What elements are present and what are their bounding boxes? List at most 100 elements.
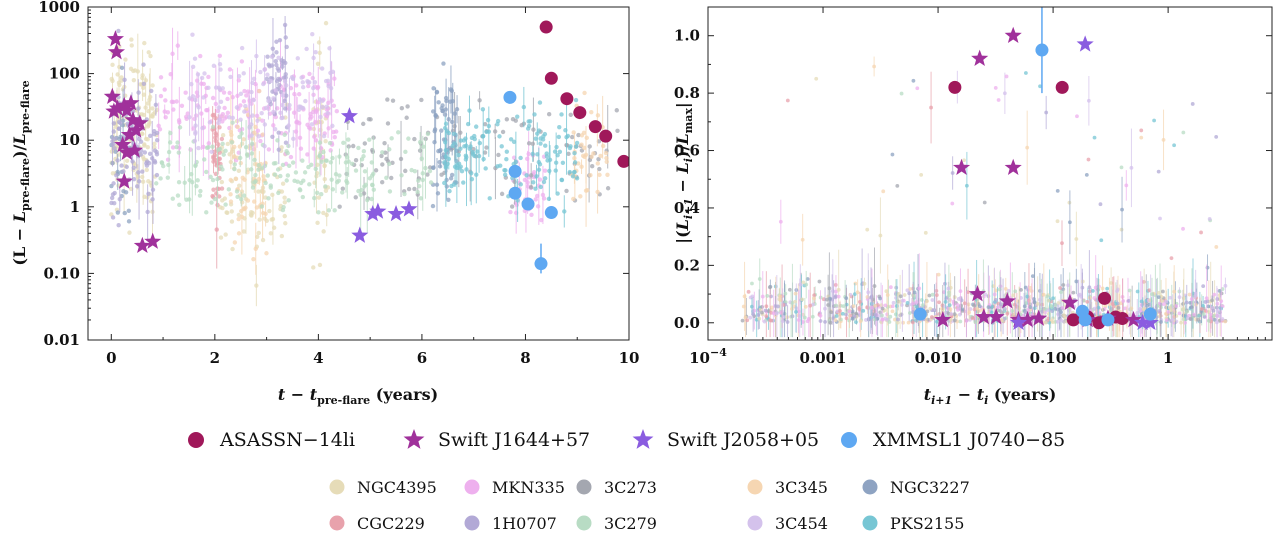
bg-point xyxy=(282,106,288,111)
bg-point xyxy=(150,187,156,192)
bg-point xyxy=(526,141,532,146)
bg-point xyxy=(595,189,600,195)
bg-point xyxy=(250,113,255,118)
series-circle-point xyxy=(1098,291,1112,305)
bg-point xyxy=(758,307,763,312)
bg-point xyxy=(1116,305,1121,310)
bg-point xyxy=(1006,288,1011,293)
bg-point xyxy=(477,98,482,103)
series-star-point xyxy=(987,308,1005,325)
bg-point xyxy=(604,159,609,164)
bg-point xyxy=(925,309,930,314)
bg-point xyxy=(417,139,423,145)
bg-point xyxy=(254,205,260,210)
bg-point xyxy=(239,131,244,136)
bg-point xyxy=(757,316,762,321)
bg-point xyxy=(275,167,281,172)
bg-point xyxy=(522,177,528,183)
bg-point xyxy=(270,89,275,94)
bg-point xyxy=(1212,292,1217,297)
bg-point xyxy=(1045,308,1050,313)
series-circle-point xyxy=(521,197,535,211)
series-star-point xyxy=(369,202,387,219)
bg-point xyxy=(387,189,393,194)
series-circle-point xyxy=(573,106,587,120)
bg-point xyxy=(271,109,276,115)
bg-point xyxy=(362,184,367,189)
bg-point xyxy=(469,176,475,182)
bg-point xyxy=(124,158,130,163)
bg-point xyxy=(844,296,849,301)
bg-point xyxy=(238,91,244,97)
bg-point xyxy=(171,107,176,112)
bg-point xyxy=(1109,281,1114,285)
legend-source-marker xyxy=(747,515,763,531)
bg-point xyxy=(260,118,265,123)
bg-point xyxy=(412,186,417,192)
bg-point xyxy=(273,58,279,64)
bg-point xyxy=(1206,318,1211,323)
bg-point xyxy=(487,196,492,201)
bg-point xyxy=(328,85,334,91)
bg-point xyxy=(425,131,431,137)
bg-point xyxy=(129,37,134,42)
bg-point xyxy=(763,308,768,313)
bg-point xyxy=(332,76,337,81)
bg-point xyxy=(486,129,492,134)
bg-point xyxy=(323,20,329,26)
bg-point xyxy=(270,134,275,139)
bg-point xyxy=(757,277,762,281)
bg-point xyxy=(572,160,578,165)
bg-point xyxy=(998,302,1003,307)
bg-point xyxy=(143,136,149,142)
bg-point xyxy=(536,128,542,133)
left-y-tick-label: 1000 xyxy=(38,0,80,16)
bg-point xyxy=(571,170,577,175)
bg-point xyxy=(443,148,448,153)
bg-point xyxy=(257,88,262,94)
bg-point xyxy=(1189,297,1194,301)
bg-point xyxy=(283,140,289,145)
bg-point xyxy=(119,163,124,168)
bg-point xyxy=(902,293,907,297)
legend-star-marker xyxy=(632,429,654,449)
bg-point xyxy=(251,76,257,82)
bg-point xyxy=(152,158,157,164)
left-y-tick-label: 10 xyxy=(59,131,80,149)
bg-point xyxy=(1164,318,1169,323)
bg-point xyxy=(1207,217,1212,221)
bg-point xyxy=(1169,308,1174,313)
series-circle-point xyxy=(1101,313,1115,327)
bg-point xyxy=(1172,143,1177,148)
bg-point xyxy=(213,101,219,107)
bg-point xyxy=(267,64,272,69)
bg-point xyxy=(110,215,116,220)
bg-point xyxy=(141,85,146,91)
bg-point xyxy=(419,97,424,103)
bg-point xyxy=(930,292,935,297)
bg-point xyxy=(841,304,846,309)
bg-point xyxy=(227,115,232,120)
bg-point xyxy=(1115,289,1119,294)
bg-point xyxy=(1211,306,1215,310)
bg-point xyxy=(294,83,299,88)
bg-point xyxy=(542,168,548,173)
bg-point xyxy=(471,152,476,157)
bg-point xyxy=(458,146,463,151)
bg-point xyxy=(555,191,560,196)
bg-point xyxy=(253,246,258,251)
bg-point xyxy=(271,225,277,230)
bg-point xyxy=(851,304,856,309)
bg-point xyxy=(584,135,589,141)
bg-point xyxy=(458,138,464,143)
bg-point xyxy=(986,305,991,310)
bg-point xyxy=(502,172,508,177)
bg-point xyxy=(319,191,324,197)
bg-point xyxy=(177,125,183,130)
bg-point xyxy=(1074,279,1079,284)
bg-point xyxy=(362,141,368,146)
bg-point xyxy=(1059,318,1063,322)
legend-circle-marker xyxy=(841,432,857,448)
left-y-axis-label: (L − Lpre-flare)/Lpre-flare xyxy=(10,80,32,265)
bg-point xyxy=(150,112,156,117)
